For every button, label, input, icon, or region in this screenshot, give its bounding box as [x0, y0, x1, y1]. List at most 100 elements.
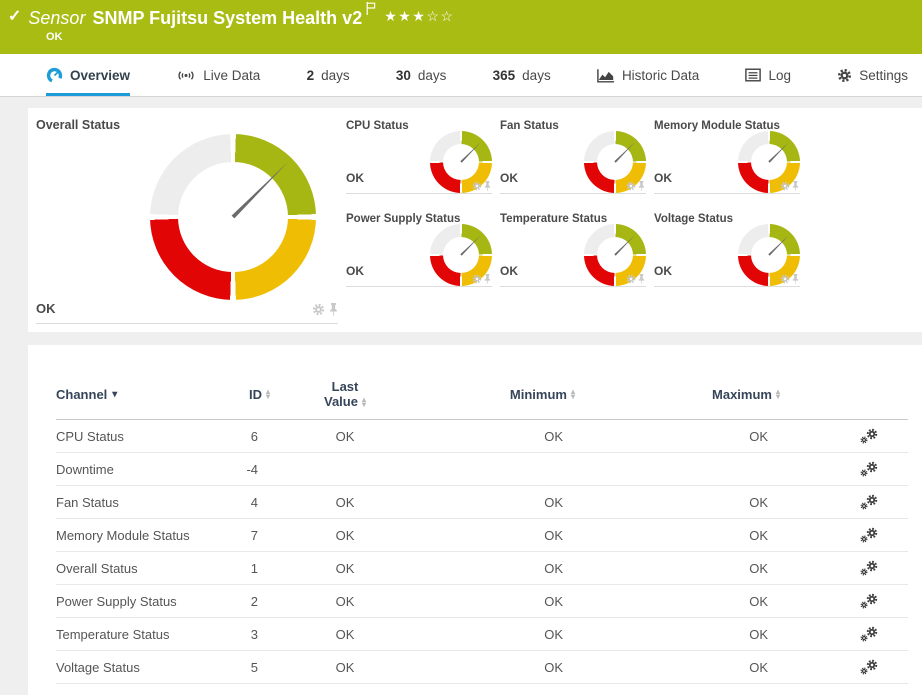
column-header-id[interactable]: ID ▴ ▾ [206, 387, 270, 402]
gauge-needle [460, 141, 482, 163]
tab-historic-data[interactable]: Historic Data [597, 54, 699, 96]
priority-flag-icon[interactable] [366, 2, 376, 20]
edit-channel-gears-icon[interactable] [860, 428, 878, 444]
edit-channel-gears-icon[interactable] [860, 626, 878, 642]
maximum-value: OK [749, 593, 768, 609]
tab-365-days[interactable]: 365 days [493, 54, 551, 96]
gauge-panel-power-supply-status: Power Supply Status OK [346, 211, 492, 287]
sort-arrows-icon: ▴ ▾ [775, 387, 780, 401]
channel-status-value: OK [346, 171, 364, 185]
table-header-row: Channel ▾ ID ▴ ▾ Last Value ▴ ▾ Minimum ▴ ▾… [56, 379, 908, 420]
tab-30-days[interactable]: 30 days [396, 54, 447, 96]
channel-gauge [738, 224, 800, 286]
channel-name: CPU Status [56, 428, 124, 444]
table-row: Memory Module Status 7 OK OK OK [56, 519, 908, 552]
edit-channel-gears-icon[interactable] [860, 560, 878, 576]
tab-number: 365 [492, 67, 516, 83]
pin-icon[interactable] [638, 274, 645, 284]
panel-title: Memory Module Status [654, 120, 780, 132]
gauge-needle [231, 160, 290, 219]
tab-2-days[interactable]: 2 days [307, 54, 350, 96]
panel-title: Overall Status [36, 118, 121, 132]
pin-icon[interactable] [329, 303, 338, 316]
column-header-last-value[interactable]: Last Value ▴ ▾ [270, 379, 420, 409]
gauge-panel-memory-module-status: Memory Module Status OK [654, 118, 800, 194]
pin-icon[interactable] [792, 181, 799, 191]
pin-icon[interactable] [484, 181, 491, 191]
channel-gauge [584, 224, 646, 286]
tab-settings[interactable]: Settings [837, 54, 908, 96]
sensor-status-badge: OK [46, 31, 63, 43]
gear-icon[interactable] [780, 274, 790, 284]
gear-icon[interactable] [472, 274, 482, 284]
last-value: OK [335, 494, 355, 510]
channel-gauge [738, 131, 800, 193]
channel-status-value: OK [500, 171, 518, 185]
gauge-icon [46, 67, 63, 84]
channel-name: Temperature Status [56, 626, 170, 642]
last-value: OK [335, 560, 355, 576]
overall-status-value: OK [36, 301, 56, 316]
last-value: OK [335, 428, 355, 444]
column-label: Channel [56, 386, 108, 402]
minimum-value: OK [544, 593, 563, 609]
tab-log[interactable]: Log [745, 54, 791, 96]
tab-label: Settings [859, 67, 908, 83]
channel-name: Downtime [56, 461, 114, 477]
area-chart-icon [597, 68, 615, 83]
column-header-channel[interactable]: Channel ▾ [56, 387, 206, 402]
gear-icon[interactable] [472, 181, 482, 191]
pin-icon[interactable] [484, 274, 491, 284]
sort-arrows-icon: ▴ ▾ [361, 394, 366, 409]
column-header-minimum[interactable]: Minimum ▴ ▾ [420, 387, 575, 402]
gauge-panel-voltage-status: Voltage Status OK [654, 211, 800, 287]
gear-icon[interactable] [312, 303, 325, 316]
column-label: Minimum [509, 386, 567, 402]
panel-title: Temperature Status [500, 213, 608, 225]
log-list-icon [745, 68, 762, 82]
table-row: Temperature Status 3 OK OK OK [56, 618, 908, 651]
channel-gauge [584, 131, 646, 193]
edit-channel-gears-icon[interactable] [860, 659, 878, 675]
overall-status-panel: Overall Status OK [36, 118, 338, 324]
tab-overview[interactable]: Overview [46, 54, 131, 96]
column-label: ID [248, 386, 262, 402]
last-value: OK [335, 593, 355, 609]
gauge-needle [768, 141, 790, 163]
pin-icon[interactable] [638, 181, 645, 191]
channel-gauges-grid: CPU Status OK Fan Status OK Memory Modul… [346, 118, 800, 324]
pin-icon[interactable] [792, 274, 799, 284]
panel-title: CPU Status [346, 120, 409, 132]
channel-id: 1 [250, 560, 258, 576]
minimum-value: OK [544, 659, 563, 675]
edit-channel-gears-icon[interactable] [860, 494, 878, 510]
column-header-maximum[interactable]: Maximum ▴ ▾ [575, 387, 780, 402]
tab-number: 30 [395, 67, 411, 83]
channel-id: 7 [250, 527, 258, 543]
channel-id: -4 [246, 461, 258, 477]
gear-icon[interactable] [780, 181, 790, 191]
maximum-value: OK [749, 626, 768, 642]
tab-label: Overview [70, 67, 131, 83]
channel-gauge [430, 224, 492, 286]
status-check-icon: ✓ [8, 8, 22, 25]
minimum-value: OK [544, 428, 563, 444]
channel-id: 5 [250, 659, 258, 675]
column-label: Last [331, 379, 359, 394]
edit-channel-gears-icon[interactable] [860, 461, 878, 477]
tab-live-data[interactable]: Live Data [176, 54, 260, 96]
gauge-panel-temperature-status: Temperature Status OK [500, 211, 646, 287]
channel-name: Overall Status [56, 560, 138, 576]
favorite-stars[interactable]: ★★★☆☆ [384, 8, 455, 24]
gear-icon [837, 68, 852, 83]
tab-bar: Overview Live Data 2 days 30 days 365 da… [0, 54, 922, 97]
edit-channel-gears-icon[interactable] [860, 527, 878, 543]
minimum-value: OK [544, 626, 563, 642]
channel-name: Power Supply Status [56, 593, 177, 609]
table-row: Overall Status 1 OK OK OK [56, 552, 908, 585]
tab-label: Historic Data [621, 67, 700, 83]
edit-channel-gears-icon[interactable] [860, 593, 878, 609]
minimum-value: OK [544, 560, 563, 576]
gear-icon[interactable] [626, 274, 636, 284]
gear-icon[interactable] [626, 181, 636, 191]
